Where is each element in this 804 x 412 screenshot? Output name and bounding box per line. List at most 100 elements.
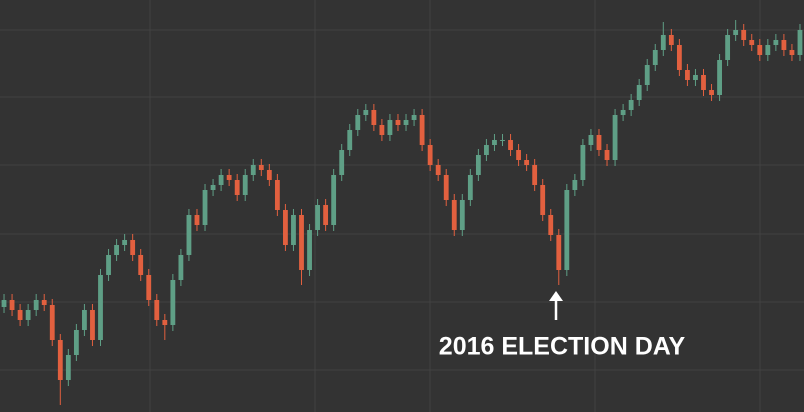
candle-body: [138, 255, 144, 275]
candle-body: [202, 190, 208, 225]
candle-body: [57, 340, 63, 380]
candle-body: [73, 330, 79, 355]
candle-body: [484, 145, 489, 155]
candle-body: [355, 115, 361, 130]
candle-body: [363, 110, 369, 115]
candle-body: [443, 175, 449, 200]
candle-body: [612, 115, 618, 160]
candle-body: [114, 245, 119, 255]
candle-body: [210, 185, 216, 190]
candle-body: [347, 130, 353, 150]
candle-body: [548, 215, 554, 235]
candle-body: [170, 280, 176, 325]
candle-body: [725, 35, 731, 60]
candle-body: [258, 165, 264, 170]
candle-body: [451, 200, 457, 230]
candle-body: [379, 125, 385, 135]
candle-body: [130, 240, 136, 255]
candle-body: [660, 35, 666, 50]
candle-body: [789, 50, 795, 55]
candle-body: [741, 30, 747, 40]
candle-body: [717, 60, 722, 95]
candle-body: [540, 185, 546, 215]
candle-body: [186, 215, 192, 255]
candle-body: [676, 45, 682, 70]
candle-body: [588, 135, 594, 145]
candle-body: [419, 115, 425, 145]
candle-body: [194, 215, 200, 225]
candle-body: [371, 110, 377, 125]
candle-body: [467, 175, 473, 200]
candle-body: [323, 205, 329, 225]
candle-body: [41, 300, 47, 305]
candle-body: [98, 275, 103, 340]
candle-body: [475, 155, 481, 175]
candle-body: [339, 150, 345, 175]
candles: [1, 20, 803, 405]
candle-body: [652, 50, 658, 65]
candle-body: [9, 300, 15, 310]
candle-body: [178, 255, 184, 280]
candle-body: [65, 355, 71, 380]
candle-body: [162, 320, 168, 325]
candle-body: [644, 65, 650, 85]
candle-body: [797, 30, 803, 55]
candle-body: [508, 140, 513, 150]
candle-body: [733, 30, 739, 35]
candle-body: [146, 275, 152, 300]
candle-body: [435, 165, 441, 175]
candle-body: [154, 300, 160, 320]
candle-body: [226, 175, 232, 180]
candle-body: [685, 70, 690, 80]
candle-body: [250, 165, 256, 175]
candle-body: [307, 230, 312, 270]
candle-body: [500, 140, 505, 141]
candle-body: [773, 40, 779, 45]
candle-body: [90, 310, 95, 340]
candle-body: [596, 135, 602, 150]
candle-body: [395, 120, 401, 125]
candle-body: [25, 310, 31, 320]
candle-body: [757, 45, 763, 55]
annotation: 2016 ELECTION DAY: [439, 291, 686, 361]
candle-body: [299, 215, 304, 270]
candle-body: [532, 165, 538, 185]
candle-body: [122, 240, 128, 245]
candle-body: [331, 175, 337, 225]
candle-body: [668, 35, 674, 45]
candle-body: [701, 75, 706, 90]
candle-body: [572, 180, 578, 190]
candle-body: [620, 110, 626, 115]
candle-body: [106, 255, 111, 275]
candle-body: [387, 120, 393, 135]
candle-body: [524, 160, 530, 165]
candle-body: [781, 40, 787, 50]
candle-body: [283, 210, 288, 245]
candle-body: [242, 175, 248, 195]
candle-body: [49, 305, 55, 340]
candle-body: [709, 90, 714, 95]
candle-body: [17, 310, 23, 320]
candle-body: [411, 115, 417, 120]
candle-body: [492, 140, 497, 145]
candle-body: [636, 85, 642, 100]
candle-body: [291, 215, 296, 245]
candle-body: [580, 145, 586, 180]
candle-body: [628, 100, 634, 110]
candle-body: [274, 180, 280, 210]
candle-body: [459, 200, 465, 230]
candle-body: [765, 45, 771, 55]
candle-body: [556, 235, 562, 270]
candle-body: [427, 145, 433, 165]
candle-body: [315, 205, 320, 230]
candle-body: [564, 190, 570, 270]
candle-body: [234, 180, 240, 195]
candle-body: [604, 150, 610, 160]
candle-body: [403, 120, 409, 125]
candle-body: [33, 300, 39, 310]
candle-body: [749, 40, 755, 45]
